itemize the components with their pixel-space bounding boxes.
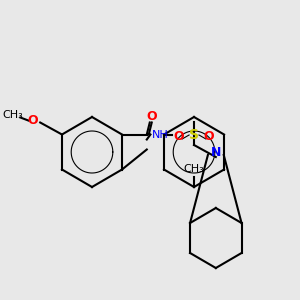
- Text: N: N: [211, 146, 221, 158]
- Text: CH₃: CH₃: [2, 110, 23, 119]
- Text: CH₃: CH₃: [184, 164, 204, 174]
- Text: O: O: [27, 114, 38, 127]
- Text: O: O: [146, 110, 157, 123]
- Text: O: O: [174, 130, 184, 143]
- Text: S: S: [189, 128, 199, 142]
- Text: O: O: [204, 130, 214, 143]
- Text: NH: NH: [152, 130, 169, 140]
